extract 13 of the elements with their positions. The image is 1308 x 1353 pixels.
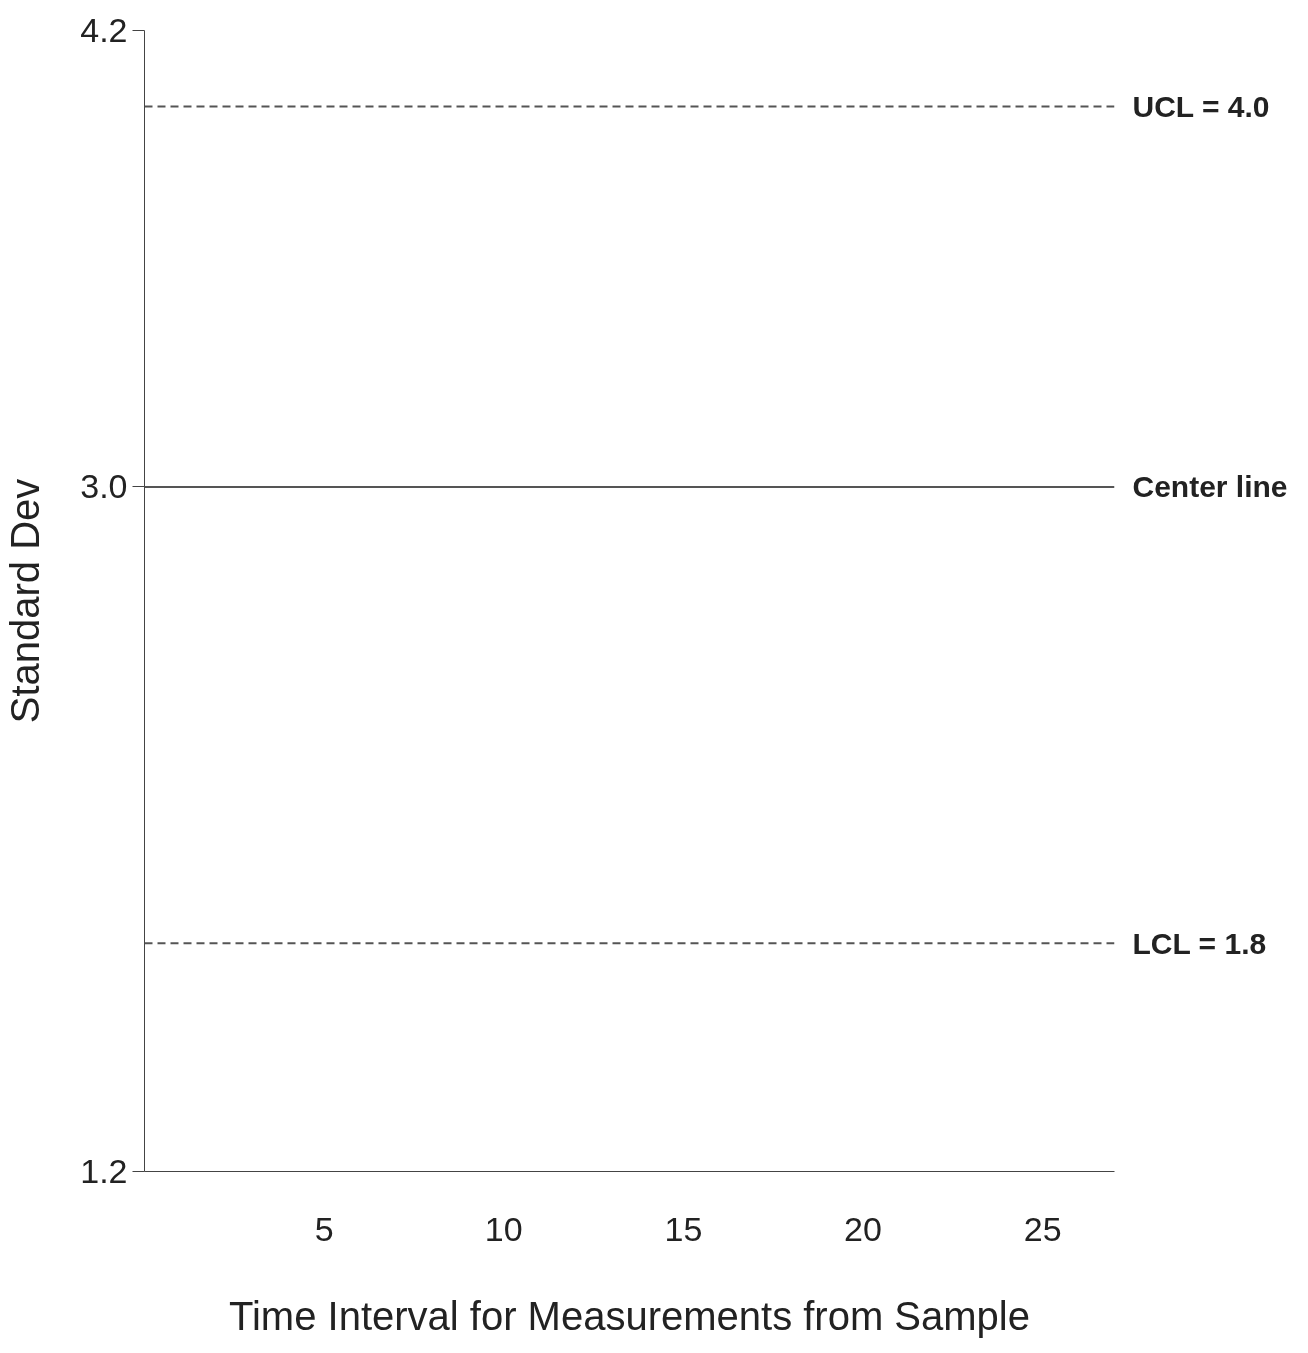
ref-line-label: LCL = 1.8 <box>1132 926 1267 960</box>
x-tick-label: 20 <box>844 1209 882 1248</box>
x-axis-title: Time Interval for Measurements from Sample <box>229 1293 1030 1338</box>
ref-line-label: UCL = 4.0 <box>1132 90 1270 124</box>
x-tick-label: 15 <box>664 1209 703 1248</box>
y-tick-label: 4.2 <box>80 11 128 49</box>
x-tick-label: 10 <box>484 1209 523 1248</box>
y-tick-label: 1.2 <box>80 1152 128 1190</box>
ref-line-label: Center line <box>1132 470 1288 504</box>
y-tick-label: 3.0 <box>80 467 128 506</box>
x-tick-label: 5 <box>314 1209 334 1248</box>
x-tick-label: 25 <box>1023 1209 1062 1248</box>
y-axis-title: Standard Dev <box>3 478 48 724</box>
